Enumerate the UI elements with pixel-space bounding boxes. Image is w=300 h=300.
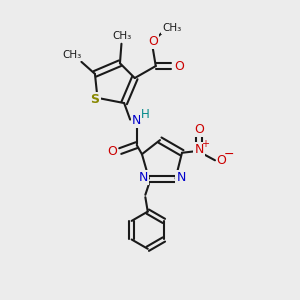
Text: O: O	[107, 145, 117, 158]
Text: N: N	[139, 172, 148, 184]
Text: H: H	[141, 108, 150, 121]
Text: O: O	[217, 154, 226, 167]
Text: CH₃: CH₃	[112, 31, 132, 40]
Text: N: N	[194, 143, 204, 156]
Text: O: O	[174, 59, 184, 73]
Text: O: O	[194, 123, 204, 136]
Text: +: +	[201, 139, 209, 149]
Text: CH₃: CH₃	[63, 50, 82, 60]
Text: S: S	[91, 93, 100, 106]
Text: −: −	[224, 148, 235, 161]
Text: CH₃: CH₃	[162, 23, 181, 33]
Text: O: O	[148, 35, 158, 48]
Text: N: N	[176, 172, 186, 184]
Text: N: N	[132, 114, 141, 127]
